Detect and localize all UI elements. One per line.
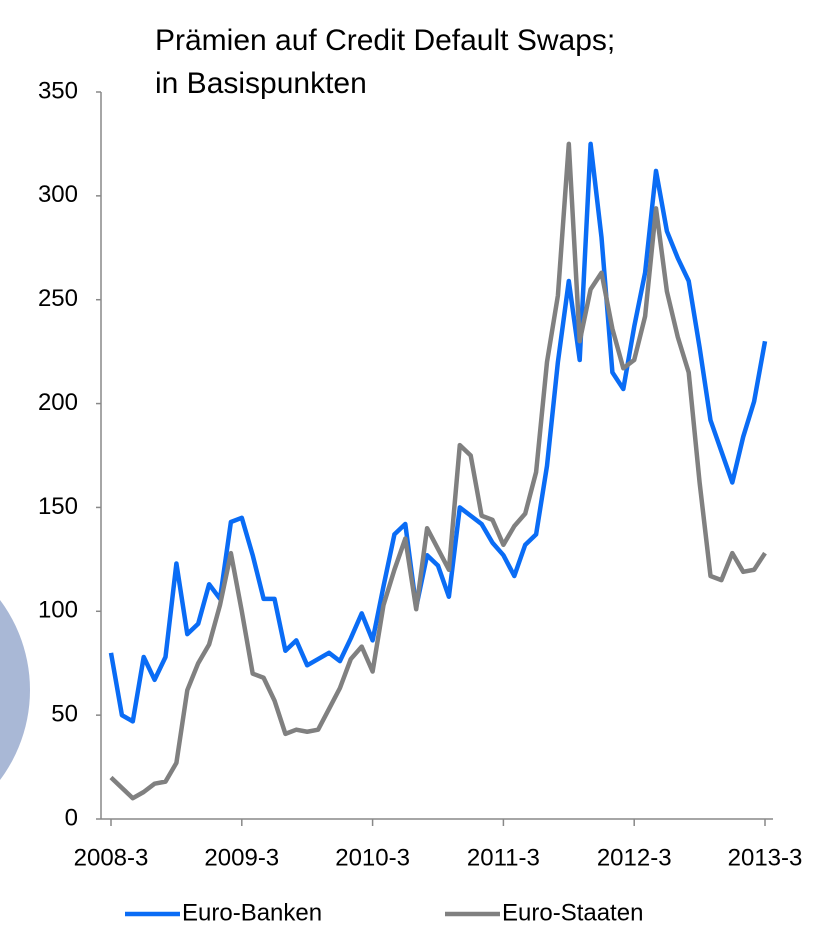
y-tick-label: 0	[65, 804, 78, 831]
chart-title: Prämien auf Credit Default Swaps;	[155, 24, 615, 57]
y-tick-label: 300	[38, 181, 78, 208]
x-tick-label: 2011-3	[467, 844, 540, 871]
y-tick-label: 200	[38, 389, 78, 416]
x-tick-label: 2012-3	[597, 844, 672, 871]
background-circle	[0, 600, 30, 780]
legend-label: Euro-Banken	[182, 899, 322, 926]
legend-label: Euro-Staaten	[502, 899, 643, 926]
x-tick-label: 2009-3	[204, 844, 279, 871]
chart-subtitle: in Basispunkten	[155, 67, 367, 100]
y-tick-label: 150	[38, 493, 78, 520]
y-tick-label: 50	[51, 700, 78, 727]
x-tick-label: 2010-3	[335, 844, 410, 871]
series-line	[109, 141, 767, 801]
y-tick-label: 250	[38, 285, 78, 312]
x-tick-label: 2008-3	[74, 844, 149, 871]
x-tick-label: 2013-3	[728, 844, 803, 871]
series-line	[108, 141, 768, 724]
y-tick-label: 350	[38, 77, 78, 104]
y-tick-label: 100	[38, 597, 78, 624]
